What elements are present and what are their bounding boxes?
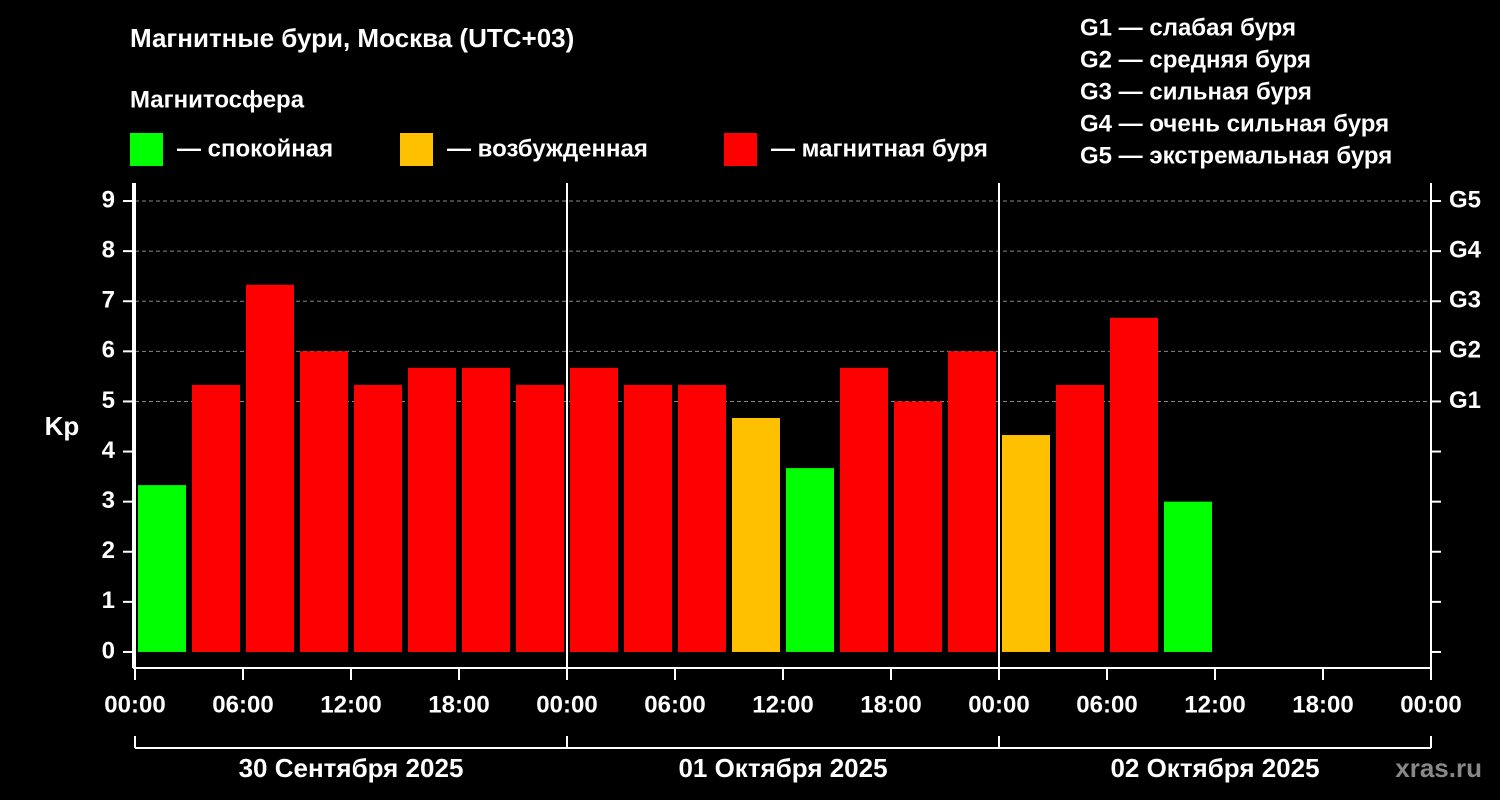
legend-swatch bbox=[724, 133, 757, 166]
bar bbox=[786, 468, 834, 652]
bar bbox=[678, 384, 726, 652]
y2-tick-label: G2 bbox=[1449, 337, 1481, 364]
bar bbox=[732, 417, 780, 652]
x-tick-label: 06:00 bbox=[1076, 691, 1137, 718]
y-tick-label: 0 bbox=[102, 637, 115, 664]
chart-title: Магнитные бури, Москва (UTC+03) bbox=[130, 23, 574, 53]
bar bbox=[1164, 501, 1212, 652]
x-tick-label: 18:00 bbox=[860, 691, 921, 718]
x-tick-label: 00:00 bbox=[536, 691, 597, 718]
y-tick-label: 2 bbox=[102, 537, 115, 564]
y-tick-label: 3 bbox=[102, 487, 115, 514]
y2-tick-label: G1 bbox=[1449, 387, 1481, 414]
day-label: 02 Октября 2025 bbox=[1110, 753, 1319, 783]
bar bbox=[1002, 435, 1050, 652]
day-label: 30 Сентября 2025 bbox=[239, 753, 464, 783]
y2-tick-label: G3 bbox=[1449, 287, 1481, 314]
bar bbox=[894, 401, 942, 652]
legend-label: — спокойная bbox=[177, 135, 333, 162]
watermark: xras.ru bbox=[1395, 753, 1482, 783]
y-tick-label: 7 bbox=[102, 287, 115, 314]
y-tick-label: 6 bbox=[102, 337, 115, 364]
y-tick-label: 5 bbox=[102, 387, 115, 414]
x-tick-label: 18:00 bbox=[428, 691, 489, 718]
bar bbox=[948, 351, 996, 652]
x-tick-label: 12:00 bbox=[320, 691, 381, 718]
x-tick-label: 00:00 bbox=[1400, 691, 1461, 718]
bar bbox=[246, 284, 294, 652]
day-label: 01 Октября 2025 bbox=[678, 753, 887, 783]
y-axis-label: Kp bbox=[45, 411, 80, 441]
x-tick-label: 06:00 bbox=[644, 691, 705, 718]
storm-level: G1 — слабая буря bbox=[1080, 14, 1296, 41]
subtitle: Магнитосфера bbox=[130, 86, 305, 113]
storm-level: G4 — очень сильная буря bbox=[1080, 110, 1389, 137]
bar bbox=[516, 384, 564, 652]
bar bbox=[462, 367, 510, 652]
legend-swatch bbox=[130, 133, 163, 166]
bar bbox=[138, 485, 186, 652]
bar bbox=[354, 384, 402, 652]
bar bbox=[624, 384, 672, 652]
storm-level: G3 — сильная буря bbox=[1080, 78, 1312, 105]
legend-swatch bbox=[400, 133, 433, 166]
bar bbox=[300, 351, 348, 652]
bar bbox=[840, 367, 888, 652]
x-tick-label: 12:00 bbox=[752, 691, 813, 718]
legend-label: — магнитная буря bbox=[771, 135, 988, 162]
y-tick-label: 4 bbox=[102, 437, 116, 464]
bar bbox=[1056, 384, 1104, 652]
y-tick-label: 9 bbox=[102, 186, 115, 213]
y-tick-label: 8 bbox=[102, 236, 115, 263]
x-tick-label: 00:00 bbox=[104, 691, 165, 718]
legend-label: — возбужденная bbox=[447, 135, 648, 162]
y-tick-label: 1 bbox=[102, 587, 115, 614]
x-tick-label: 06:00 bbox=[212, 691, 273, 718]
y2-tick-label: G4 bbox=[1449, 236, 1482, 263]
x-tick-label: 00:00 bbox=[968, 691, 1029, 718]
x-tick-label: 18:00 bbox=[1292, 691, 1353, 718]
bar bbox=[570, 367, 618, 652]
bar bbox=[192, 384, 240, 652]
x-tick-label: 12:00 bbox=[1184, 691, 1245, 718]
bar bbox=[1110, 317, 1158, 652]
storm-level: G2 — средняя буря bbox=[1080, 46, 1311, 73]
storm-level: G5 — экстремальная буря bbox=[1080, 142, 1392, 169]
bar bbox=[408, 367, 456, 652]
y2-tick-label: G5 bbox=[1449, 186, 1481, 213]
